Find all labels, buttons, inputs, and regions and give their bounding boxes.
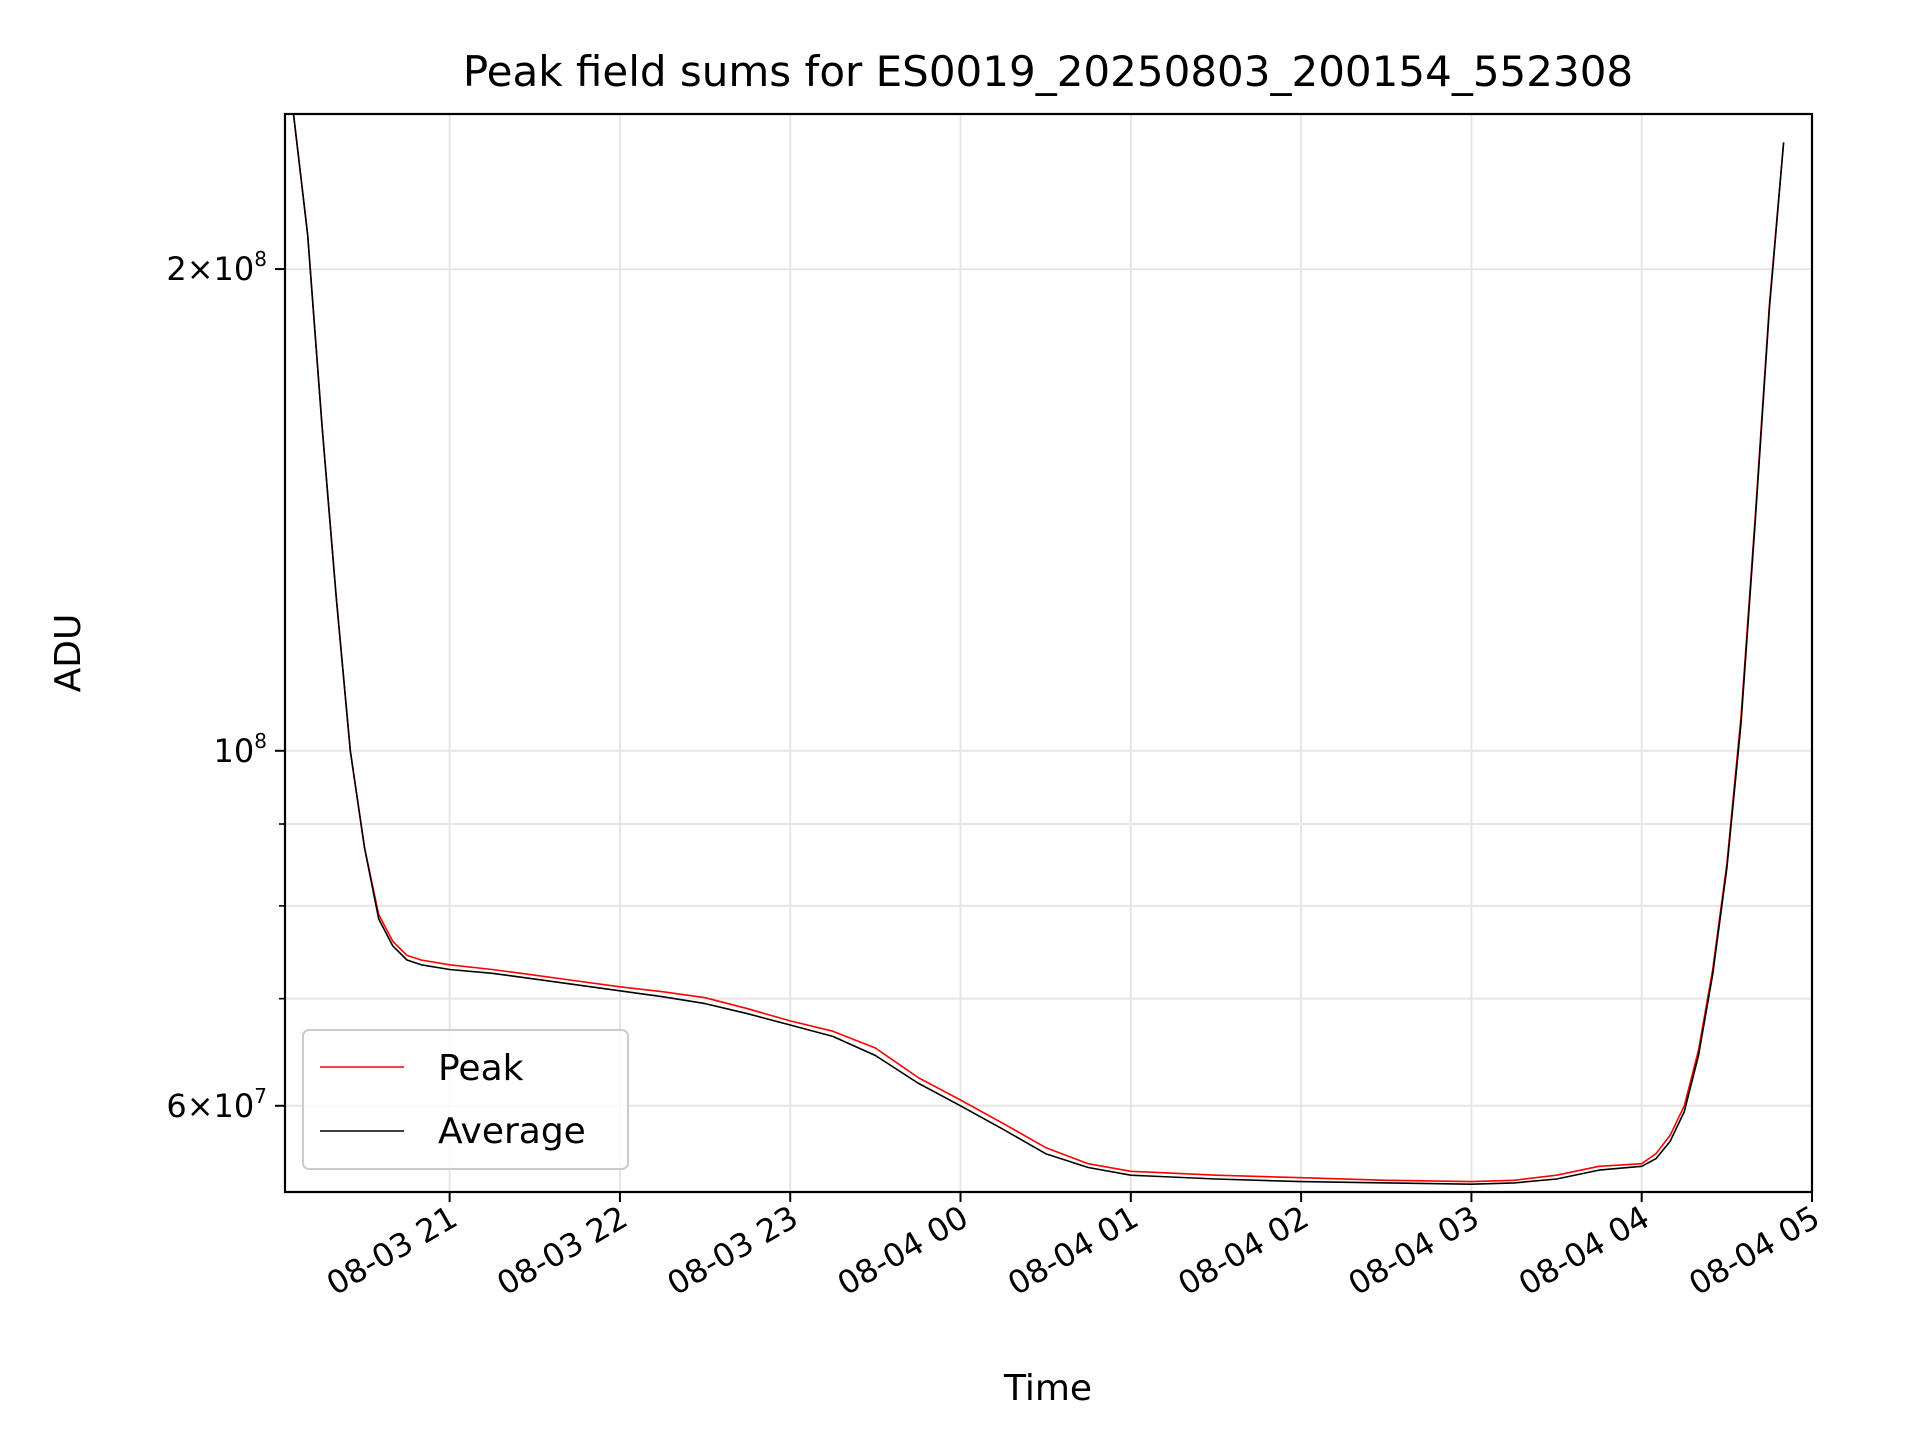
series-layer — [292, 114, 1785, 1185]
y-tick-label: 2×108 — [166, 247, 267, 288]
y-tick-label: 108 — [214, 729, 267, 770]
chart-title: Peak field sums for ES0019_20250803_2001… — [463, 47, 1633, 96]
y-axis: 2×108 108 6×107 — [166, 247, 285, 1125]
legend-label-average: Average — [438, 1111, 586, 1152]
series-line-average — [292, 114, 1785, 1185]
y-axis-label: ADU — [48, 614, 89, 693]
x-axis-label: Time — [1003, 1368, 1092, 1409]
legend-label-peak: Peak — [438, 1048, 524, 1089]
legend: Peak Average — [302, 1029, 629, 1170]
legend-box — [302, 1029, 629, 1170]
plot-frame — [283, 112, 1814, 1194]
y-tick-label: 6×107 — [166, 1084, 267, 1125]
series-line-peak — [292, 114, 1785, 1183]
